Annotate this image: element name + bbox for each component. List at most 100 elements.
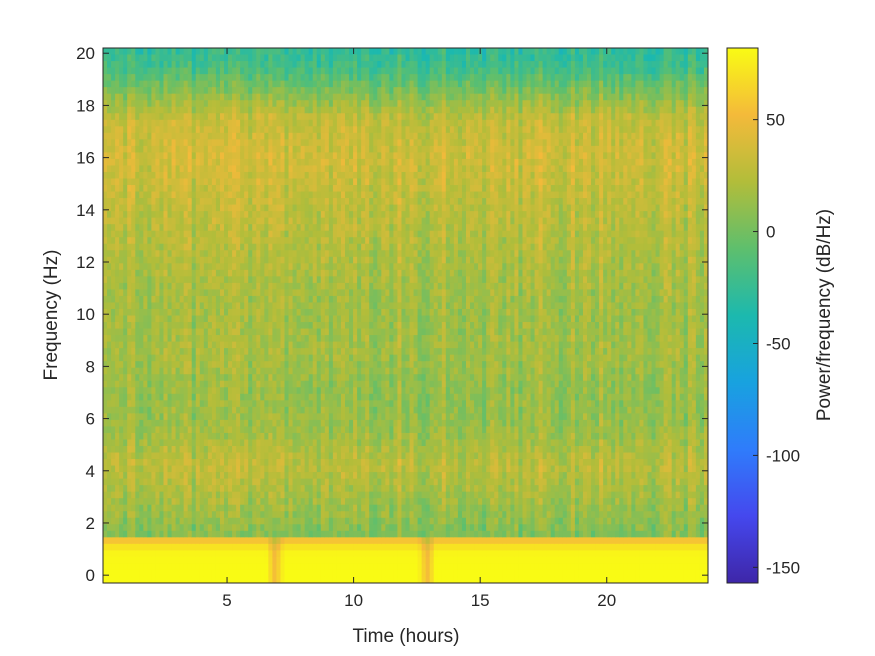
spectrogram-cell bbox=[131, 256, 136, 264]
spectrogram-cell bbox=[207, 276, 213, 284]
spectrogram-cell bbox=[304, 472, 310, 480]
spectrogram-cell bbox=[284, 217, 290, 225]
spectrogram-cell bbox=[244, 341, 249, 349]
spectrogram-cell bbox=[139, 524, 144, 532]
spectrogram-cell bbox=[159, 191, 165, 199]
spectrogram-cell bbox=[123, 537, 128, 545]
spectrogram-cell bbox=[280, 295, 286, 304]
spectrogram-cell bbox=[260, 198, 265, 206]
spectrogram-cell bbox=[143, 485, 148, 493]
spectrogram-cell bbox=[316, 543, 322, 551]
spectrogram-cell bbox=[107, 563, 112, 571]
spectrogram-cell bbox=[292, 315, 298, 323]
spectrogram-cell bbox=[280, 550, 286, 558]
spectrogram-cell bbox=[272, 237, 278, 245]
spectrogram-cell bbox=[272, 74, 278, 82]
spectrogram-cell bbox=[244, 445, 249, 454]
spectrogram-cell bbox=[175, 328, 181, 336]
spectrogram-cell bbox=[340, 328, 346, 336]
spectrogram-cell bbox=[179, 198, 185, 206]
spectrogram-cell bbox=[155, 367, 161, 375]
spectrogram-cell bbox=[111, 61, 116, 69]
spectrogram-cell bbox=[345, 543, 350, 551]
spectrogram-cell bbox=[135, 204, 140, 212]
spectrogram-cell bbox=[163, 276, 169, 284]
spectrogram-cell bbox=[111, 517, 116, 525]
spectrogram-cell bbox=[219, 393, 225, 401]
spectrogram-cell bbox=[207, 80, 213, 88]
spectrogram-cell bbox=[219, 504, 225, 512]
spectrogram-cell bbox=[139, 348, 144, 356]
spectrogram-cell bbox=[111, 80, 116, 88]
spectrogram-cell bbox=[252, 432, 257, 441]
spectrogram-cell bbox=[340, 322, 346, 330]
spectrogram-cell bbox=[332, 367, 338, 375]
spectrogram-cell bbox=[123, 93, 128, 101]
spectrogram-cell bbox=[280, 178, 286, 186]
spectrogram-cell bbox=[119, 335, 124, 343]
spectrogram-cell bbox=[236, 230, 241, 238]
spectrogram-cell bbox=[304, 132, 310, 140]
spectrogram-cell bbox=[280, 243, 286, 251]
spectrogram-cell bbox=[244, 478, 249, 486]
spectrogram-cell bbox=[127, 550, 132, 558]
spectrogram-cell bbox=[324, 413, 330, 421]
spectrogram-cell bbox=[103, 322, 108, 330]
spectrogram-cell bbox=[308, 178, 314, 186]
spectrogram-cell bbox=[187, 550, 193, 558]
spectrogram-cell bbox=[280, 374, 286, 382]
spectrogram-cell bbox=[260, 322, 265, 330]
spectrogram-cell bbox=[296, 230, 302, 238]
spectrogram-cell bbox=[191, 524, 197, 532]
spectrogram-cell bbox=[248, 426, 253, 434]
spectrogram-cell bbox=[215, 322, 221, 330]
spectrogram-cell bbox=[308, 289, 314, 297]
spectrogram-cell bbox=[312, 537, 318, 545]
spectrogram-cell bbox=[224, 472, 229, 480]
spectrogram-cell bbox=[151, 530, 157, 538]
spectrogram-cell bbox=[191, 54, 197, 62]
spectrogram-cell bbox=[163, 322, 169, 330]
spectrogram-cell bbox=[199, 537, 205, 545]
spectrogram-cell bbox=[163, 530, 169, 538]
spectrogram-cell bbox=[292, 256, 298, 264]
spectrogram-cell bbox=[244, 243, 249, 251]
spectrogram-cell bbox=[328, 426, 334, 434]
spectrogram-cell bbox=[316, 459, 322, 467]
spectrogram-cell bbox=[300, 315, 306, 323]
spectrogram-cell bbox=[123, 256, 128, 264]
spectrogram-cell bbox=[240, 295, 245, 304]
spectrogram-cell bbox=[107, 185, 112, 193]
spectrogram-cell bbox=[272, 511, 278, 519]
spectrogram-cell bbox=[260, 413, 265, 421]
spectrogram-cell bbox=[215, 406, 221, 414]
spectrogram-cell bbox=[240, 308, 245, 317]
spectrogram-cell bbox=[151, 459, 157, 467]
spectrogram-cell bbox=[147, 472, 152, 480]
spectrogram-cell bbox=[248, 243, 253, 251]
spectrogram-cell bbox=[199, 530, 205, 538]
spectrogram-cell bbox=[272, 139, 278, 147]
spectrogram-cell bbox=[284, 524, 290, 532]
spectrogram-cell bbox=[107, 80, 112, 88]
spectrogram-cell bbox=[232, 158, 237, 167]
spectrogram-cell bbox=[336, 269, 342, 277]
spectrogram-cell bbox=[292, 152, 298, 160]
spectrogram-cell bbox=[284, 106, 290, 114]
spectrogram-cell bbox=[199, 230, 205, 238]
spectrogram-cell bbox=[199, 569, 205, 578]
spectrogram-cell bbox=[135, 393, 140, 401]
spectrogram-cell bbox=[211, 498, 217, 506]
spectrogram-cell bbox=[340, 171, 346, 180]
spectrogram-cell bbox=[179, 295, 185, 304]
spectrogram-cell bbox=[345, 426, 350, 434]
spectrogram-cell bbox=[336, 569, 342, 578]
spectrogram-cell bbox=[119, 93, 124, 101]
spectrogram-cell bbox=[111, 335, 116, 343]
spectrogram-cell bbox=[215, 367, 221, 375]
spectrogram-cell bbox=[103, 465, 108, 473]
spectrogram-cell bbox=[179, 400, 185, 408]
spectrogram-cell bbox=[304, 387, 310, 395]
spectrogram-cell bbox=[103, 569, 108, 578]
spectrogram-cell bbox=[171, 439, 177, 447]
